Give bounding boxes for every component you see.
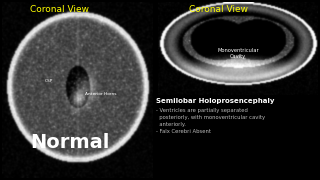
Text: Anterior Horns: Anterior Horns bbox=[85, 91, 116, 96]
Text: Monoventricular
Cavity: Monoventricular Cavity bbox=[217, 48, 259, 58]
Text: CSP: CSP bbox=[44, 79, 53, 83]
Text: Coronal View: Coronal View bbox=[189, 5, 248, 14]
Text: - Ventricles are partially separated
  posteriorly, with monoventricular cavity
: - Ventricles are partially separated pos… bbox=[156, 108, 265, 134]
Text: Normal: Normal bbox=[30, 132, 110, 152]
Text: Coronal View: Coronal View bbox=[30, 5, 89, 14]
Text: Semilobar Holoprosencephaly: Semilobar Holoprosencephaly bbox=[156, 98, 275, 104]
